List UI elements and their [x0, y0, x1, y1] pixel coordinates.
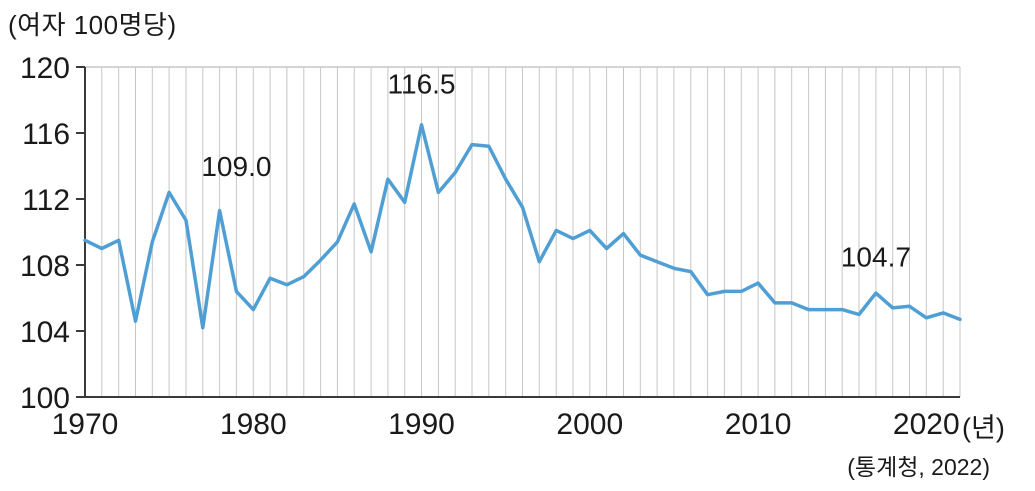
y-tick-label: 112	[22, 184, 70, 217]
source-label: (통계청, 2022)	[847, 454, 990, 480]
x-tick-label: 1980	[220, 408, 287, 441]
y-tick-label: 104	[20, 316, 70, 349]
y-tick-label: 100	[20, 382, 70, 415]
x-axis-unit-label: (년)	[962, 413, 1005, 443]
annotation-109.0: 109.0	[201, 151, 271, 182]
annotation-104.7: 104.7	[841, 242, 911, 273]
y-tick-label: 116	[22, 118, 70, 151]
x-tick-label: 1970	[52, 408, 119, 441]
annotation-116.5: 116.5	[388, 68, 456, 99]
y-tick-label: 108	[20, 250, 70, 283]
x-tick-label: 2010	[725, 408, 792, 441]
data-series-line	[83, 123, 962, 330]
y-axis-unit-label: (여자 100명당)	[8, 10, 177, 40]
x-tick-label: 2000	[556, 408, 623, 441]
y-tick-label: 120	[20, 52, 70, 85]
x-tick-label: 2020	[893, 408, 960, 441]
x-tick-label: 1990	[388, 408, 455, 441]
